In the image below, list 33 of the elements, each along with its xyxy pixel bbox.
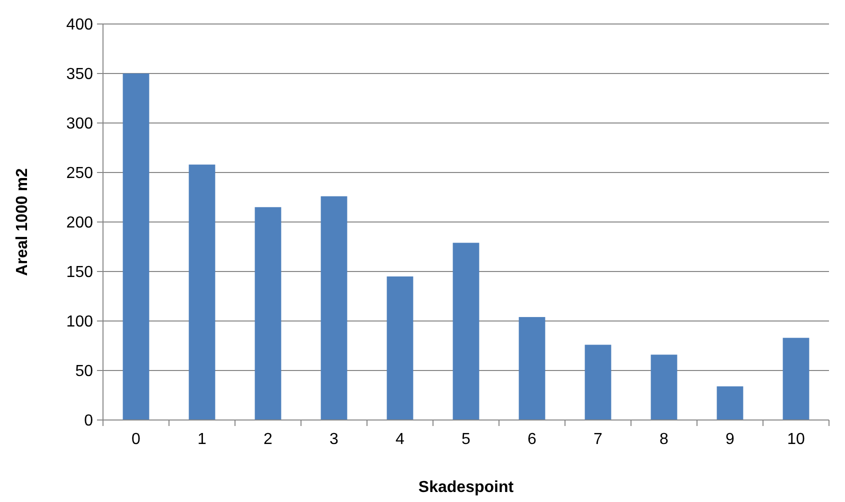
bar <box>782 338 810 420</box>
y-tick-label: 400 <box>66 16 94 34</box>
bar <box>254 207 282 420</box>
y-tick-label: 200 <box>66 214 94 232</box>
bar <box>188 164 216 420</box>
bar <box>650 354 678 420</box>
x-tick-label: 4 <box>396 431 405 448</box>
bar <box>716 386 744 420</box>
x-tick-label: 8 <box>660 431 669 448</box>
bar <box>584 344 612 420</box>
x-tick-label: 2 <box>264 431 273 448</box>
bar <box>122 74 150 420</box>
x-tick-label: 9 <box>726 431 735 448</box>
x-tick-label: 5 <box>462 431 471 448</box>
y-tick-label: 300 <box>66 116 94 133</box>
x-tick-label: 0 <box>132 431 141 448</box>
y-tick-label: 350 <box>66 66 94 84</box>
x-tick-label: 10 <box>787 431 805 448</box>
x-tick-label: 6 <box>528 431 537 448</box>
bar <box>518 317 546 420</box>
y-tick-label: 50 <box>75 363 94 380</box>
x-tick-label: 7 <box>594 431 603 448</box>
bar <box>386 276 414 420</box>
x-tick-label: 1 <box>198 431 207 448</box>
y-tick-label: 250 <box>66 165 94 182</box>
x-tick-label: 3 <box>330 431 339 448</box>
bar <box>452 242 480 420</box>
bar <box>320 196 348 420</box>
x-axis-title: Skadespoint <box>418 479 514 496</box>
y-tick-label: 0 <box>84 412 94 430</box>
y-axis-title: Areal 1000 m2 <box>14 168 31 276</box>
y-tick-label: 150 <box>66 264 94 282</box>
y-tick-label: 100 <box>66 314 94 331</box>
